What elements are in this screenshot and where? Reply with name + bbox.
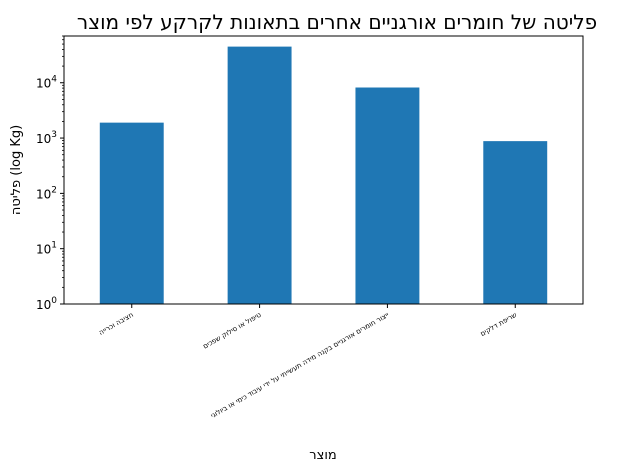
y-axis-ticks: 100 101 102 103 104 xyxy=(36,35,64,312)
bar-1 xyxy=(99,122,164,304)
y-tick-label: 101 xyxy=(36,241,57,257)
chart-title: פליטה של חומרים אורגניים אחרים בתאונות ל… xyxy=(77,10,597,34)
x-category-label: טיפול או סילוק שפכים xyxy=(202,311,263,351)
bars-layer xyxy=(99,46,548,305)
x-category-label: שריפת דלקים xyxy=(479,311,518,338)
y-tick-label: 104 xyxy=(36,75,57,91)
x-category-label: חציבה וכרייה xyxy=(98,311,135,337)
y-tick-label: 100 xyxy=(36,296,57,312)
y-tick-label: 103 xyxy=(36,130,57,146)
bar-4 xyxy=(483,141,548,304)
bar-2 xyxy=(227,46,292,305)
y-axis-label: פליטה (log Kg) xyxy=(9,125,24,215)
x-axis-label: מוצר xyxy=(309,448,336,463)
plot-frame xyxy=(63,35,584,305)
bar-3 xyxy=(355,87,420,304)
y-tick-label: 102 xyxy=(36,185,57,201)
